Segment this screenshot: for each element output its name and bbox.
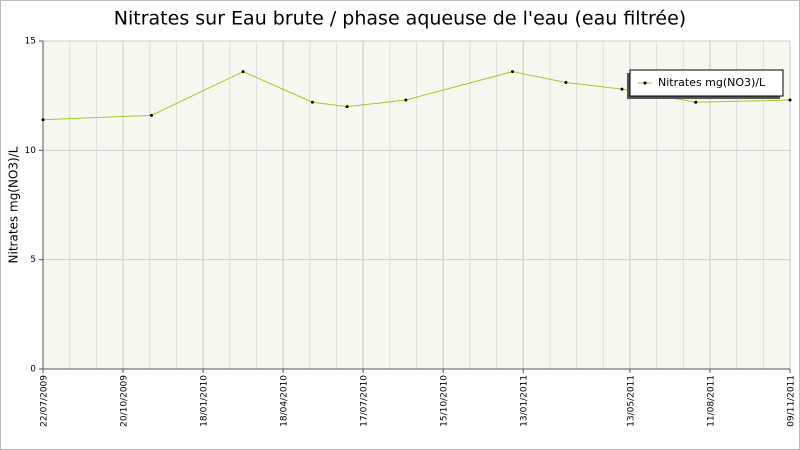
- y-tick-label: 10: [25, 146, 37, 156]
- x-tick-label: 13/05/2011: [626, 375, 636, 427]
- y-tick-label: 15: [25, 37, 36, 47]
- chart-title: Nitrates sur Eau brute / phase aqueuse d…: [114, 8, 686, 30]
- x-tick-label: 22/07/2009: [40, 375, 50, 427]
- point: [694, 100, 698, 104]
- legend-marker: [643, 81, 647, 85]
- x-tick-label: 13/01/2011: [520, 375, 530, 427]
- x-tick-label: 18/01/2010: [200, 375, 210, 427]
- x-tick-label: 17/07/2010: [360, 375, 370, 427]
- point: [511, 70, 515, 74]
- y-axis-label: Nitrates mg(NO3)/L: [7, 146, 21, 263]
- x-tick-label: 15/10/2010: [440, 375, 450, 427]
- y-tick-label: 5: [30, 255, 36, 265]
- point: [620, 87, 624, 91]
- x-tick-label: 20/10/2009: [120, 375, 130, 427]
- point: [241, 70, 245, 74]
- point: [310, 100, 314, 104]
- legend: [629, 69, 784, 97]
- point: [41, 118, 45, 122]
- point: [404, 98, 408, 102]
- point: [345, 105, 349, 109]
- x-tick-label: 11/08/2011: [706, 375, 716, 427]
- y-tick-label: 0: [30, 365, 36, 375]
- point: [788, 98, 792, 102]
- x-tick-label: 09/11/2011: [787, 375, 797, 427]
- legend-label: Nitrates mg(NO3)/L: [658, 76, 766, 89]
- point: [149, 113, 153, 117]
- x-tick-label: 18/04/2010: [280, 375, 290, 427]
- point: [564, 81, 568, 85]
